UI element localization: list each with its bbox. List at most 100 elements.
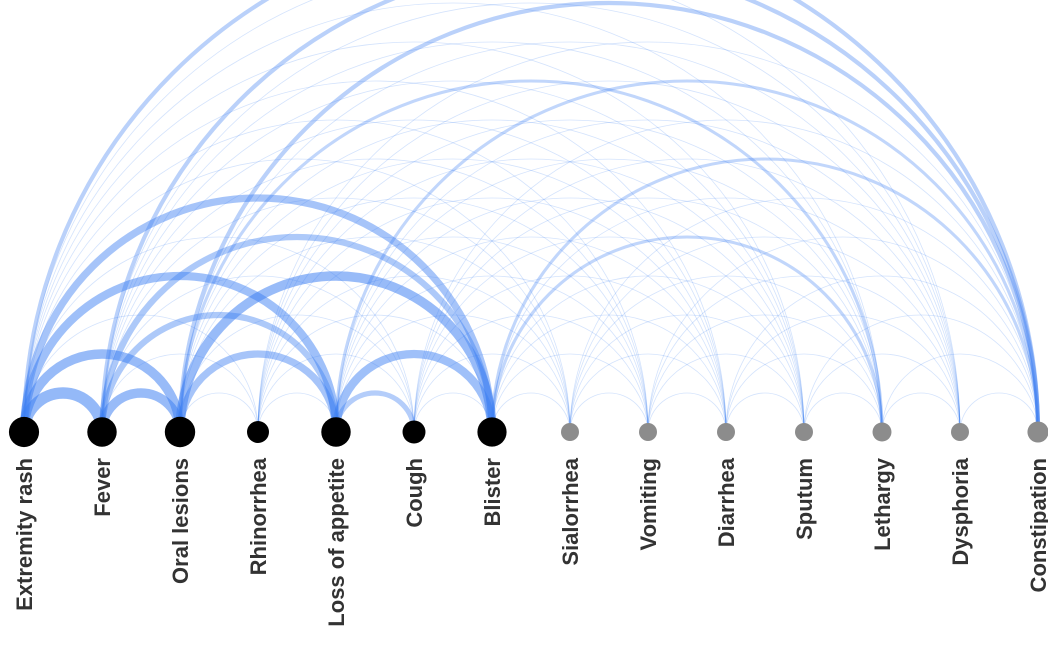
arc-link: [725, 353, 883, 433]
arc-link: [413, 119, 1039, 433]
node-fever: [87, 417, 117, 447]
arc-link: [178, 79, 884, 433]
arc-link: [803, 314, 1039, 433]
arc-link: [335, 158, 883, 433]
node-label: Lethargy: [870, 457, 895, 551]
symptom-labels: Extremity rash Fever Oral lesions Rhinorrhe…: [12, 457, 1048, 626]
node-loss-of-appetite: [321, 417, 351, 447]
arc-link: [413, 158, 961, 433]
arc-link: [335, 314, 571, 433]
arc-link: [179, 41, 961, 433]
node-label: Blister: [480, 458, 505, 527]
arc-link: [725, 392, 805, 433]
node-sputum: [795, 423, 813, 441]
arc-link: [725, 314, 961, 433]
arc-link: [881, 353, 1039, 433]
arc-link: [179, 236, 571, 433]
arc-link: [179, 197, 649, 433]
node-rhinorrhea: [247, 421, 269, 443]
arc-link: [647, 392, 727, 433]
arc-link: [647, 275, 961, 433]
node-label: Loss of appetite: [324, 458, 349, 627]
node-oral-lesions: [164, 416, 196, 448]
node-label: Sputum: [792, 458, 817, 540]
arc-link: [257, 41, 1039, 433]
arc-link: [491, 197, 961, 433]
node-constipation: [1027, 421, 1048, 443]
arc-link: [20, 194, 496, 433]
arc-link: [18, 387, 108, 433]
node-dysphoria: [951, 423, 969, 441]
arc-link: [803, 392, 883, 433]
arc-link: [334, 79, 1040, 433]
arc-link: [23, 41, 805, 433]
arc-link: [491, 353, 649, 433]
arc-link: [413, 275, 727, 433]
node-blister: [477, 417, 507, 447]
node-lethargy: [872, 422, 892, 442]
arc-link: [257, 80, 961, 433]
arc-link: [725, 275, 1039, 433]
arc-link: [569, 353, 727, 433]
arc-link: [23, 2, 883, 433]
arc-link: [98, 311, 340, 433]
arc-link: [569, 275, 883, 433]
node-vomiting: [639, 423, 657, 441]
node-label: Cough: [402, 458, 427, 528]
arc-link: [257, 392, 337, 433]
node-label: Fever: [90, 458, 115, 517]
arc-link: [569, 197, 1039, 433]
arc-link: [179, 119, 805, 433]
node-diarrhea: [717, 423, 735, 441]
node-label: Vomiting: [636, 458, 661, 550]
arc-link: [647, 353, 805, 433]
arc-link: [101, 197, 571, 433]
arc-link: [569, 392, 649, 433]
symptom-nodes: [8, 416, 1048, 448]
arc-links: [18, 0, 1041, 433]
node-label: Sialorrhea: [558, 457, 583, 565]
arc-link: [881, 392, 961, 433]
arc-link: [257, 353, 415, 433]
arc-link: [569, 236, 961, 433]
arc-link: [490, 157, 1040, 433]
arc-link: [179, 158, 727, 433]
arc-link: [335, 197, 805, 433]
arc-link: [19, 271, 341, 433]
arc-link: [413, 353, 571, 433]
arc-link: [803, 353, 961, 433]
node-label: Oral lesions: [168, 458, 193, 584]
arc-link: [647, 314, 883, 433]
arc-link: [23, 314, 259, 433]
arc-link: [99, 0, 1041, 433]
arc-link: [335, 275, 649, 433]
node-label: Extremity rash: [12, 458, 37, 611]
node-extremity-rash: [8, 416, 40, 448]
arc-link: [257, 236, 649, 433]
arc-link: [333, 390, 417, 433]
arc-link: [21, 0, 1041, 433]
node-cough: [402, 420, 426, 444]
node-label: Dysphoria: [948, 457, 973, 565]
arc-link: [101, 158, 649, 433]
arc-link: [257, 197, 727, 433]
arc-link: [23, 236, 415, 433]
arc-link: [413, 236, 805, 433]
arc-link: [257, 158, 805, 433]
arc-link: [23, 158, 571, 433]
arc-link: [491, 314, 727, 433]
arc-link: [257, 275, 571, 433]
arc-link: [490, 235, 884, 433]
arc-link: [19, 349, 185, 433]
arc-link: [101, 119, 727, 433]
arc-link: [101, 41, 883, 433]
arc-link: [23, 80, 727, 433]
arc-link: [101, 2, 961, 433]
arc-link: [101, 80, 805, 433]
arc-link: [335, 236, 727, 433]
arc-link: [175, 271, 497, 433]
arc-link: [98, 233, 496, 433]
arc-link: [959, 392, 1039, 433]
arc-link: [23, 119, 649, 433]
